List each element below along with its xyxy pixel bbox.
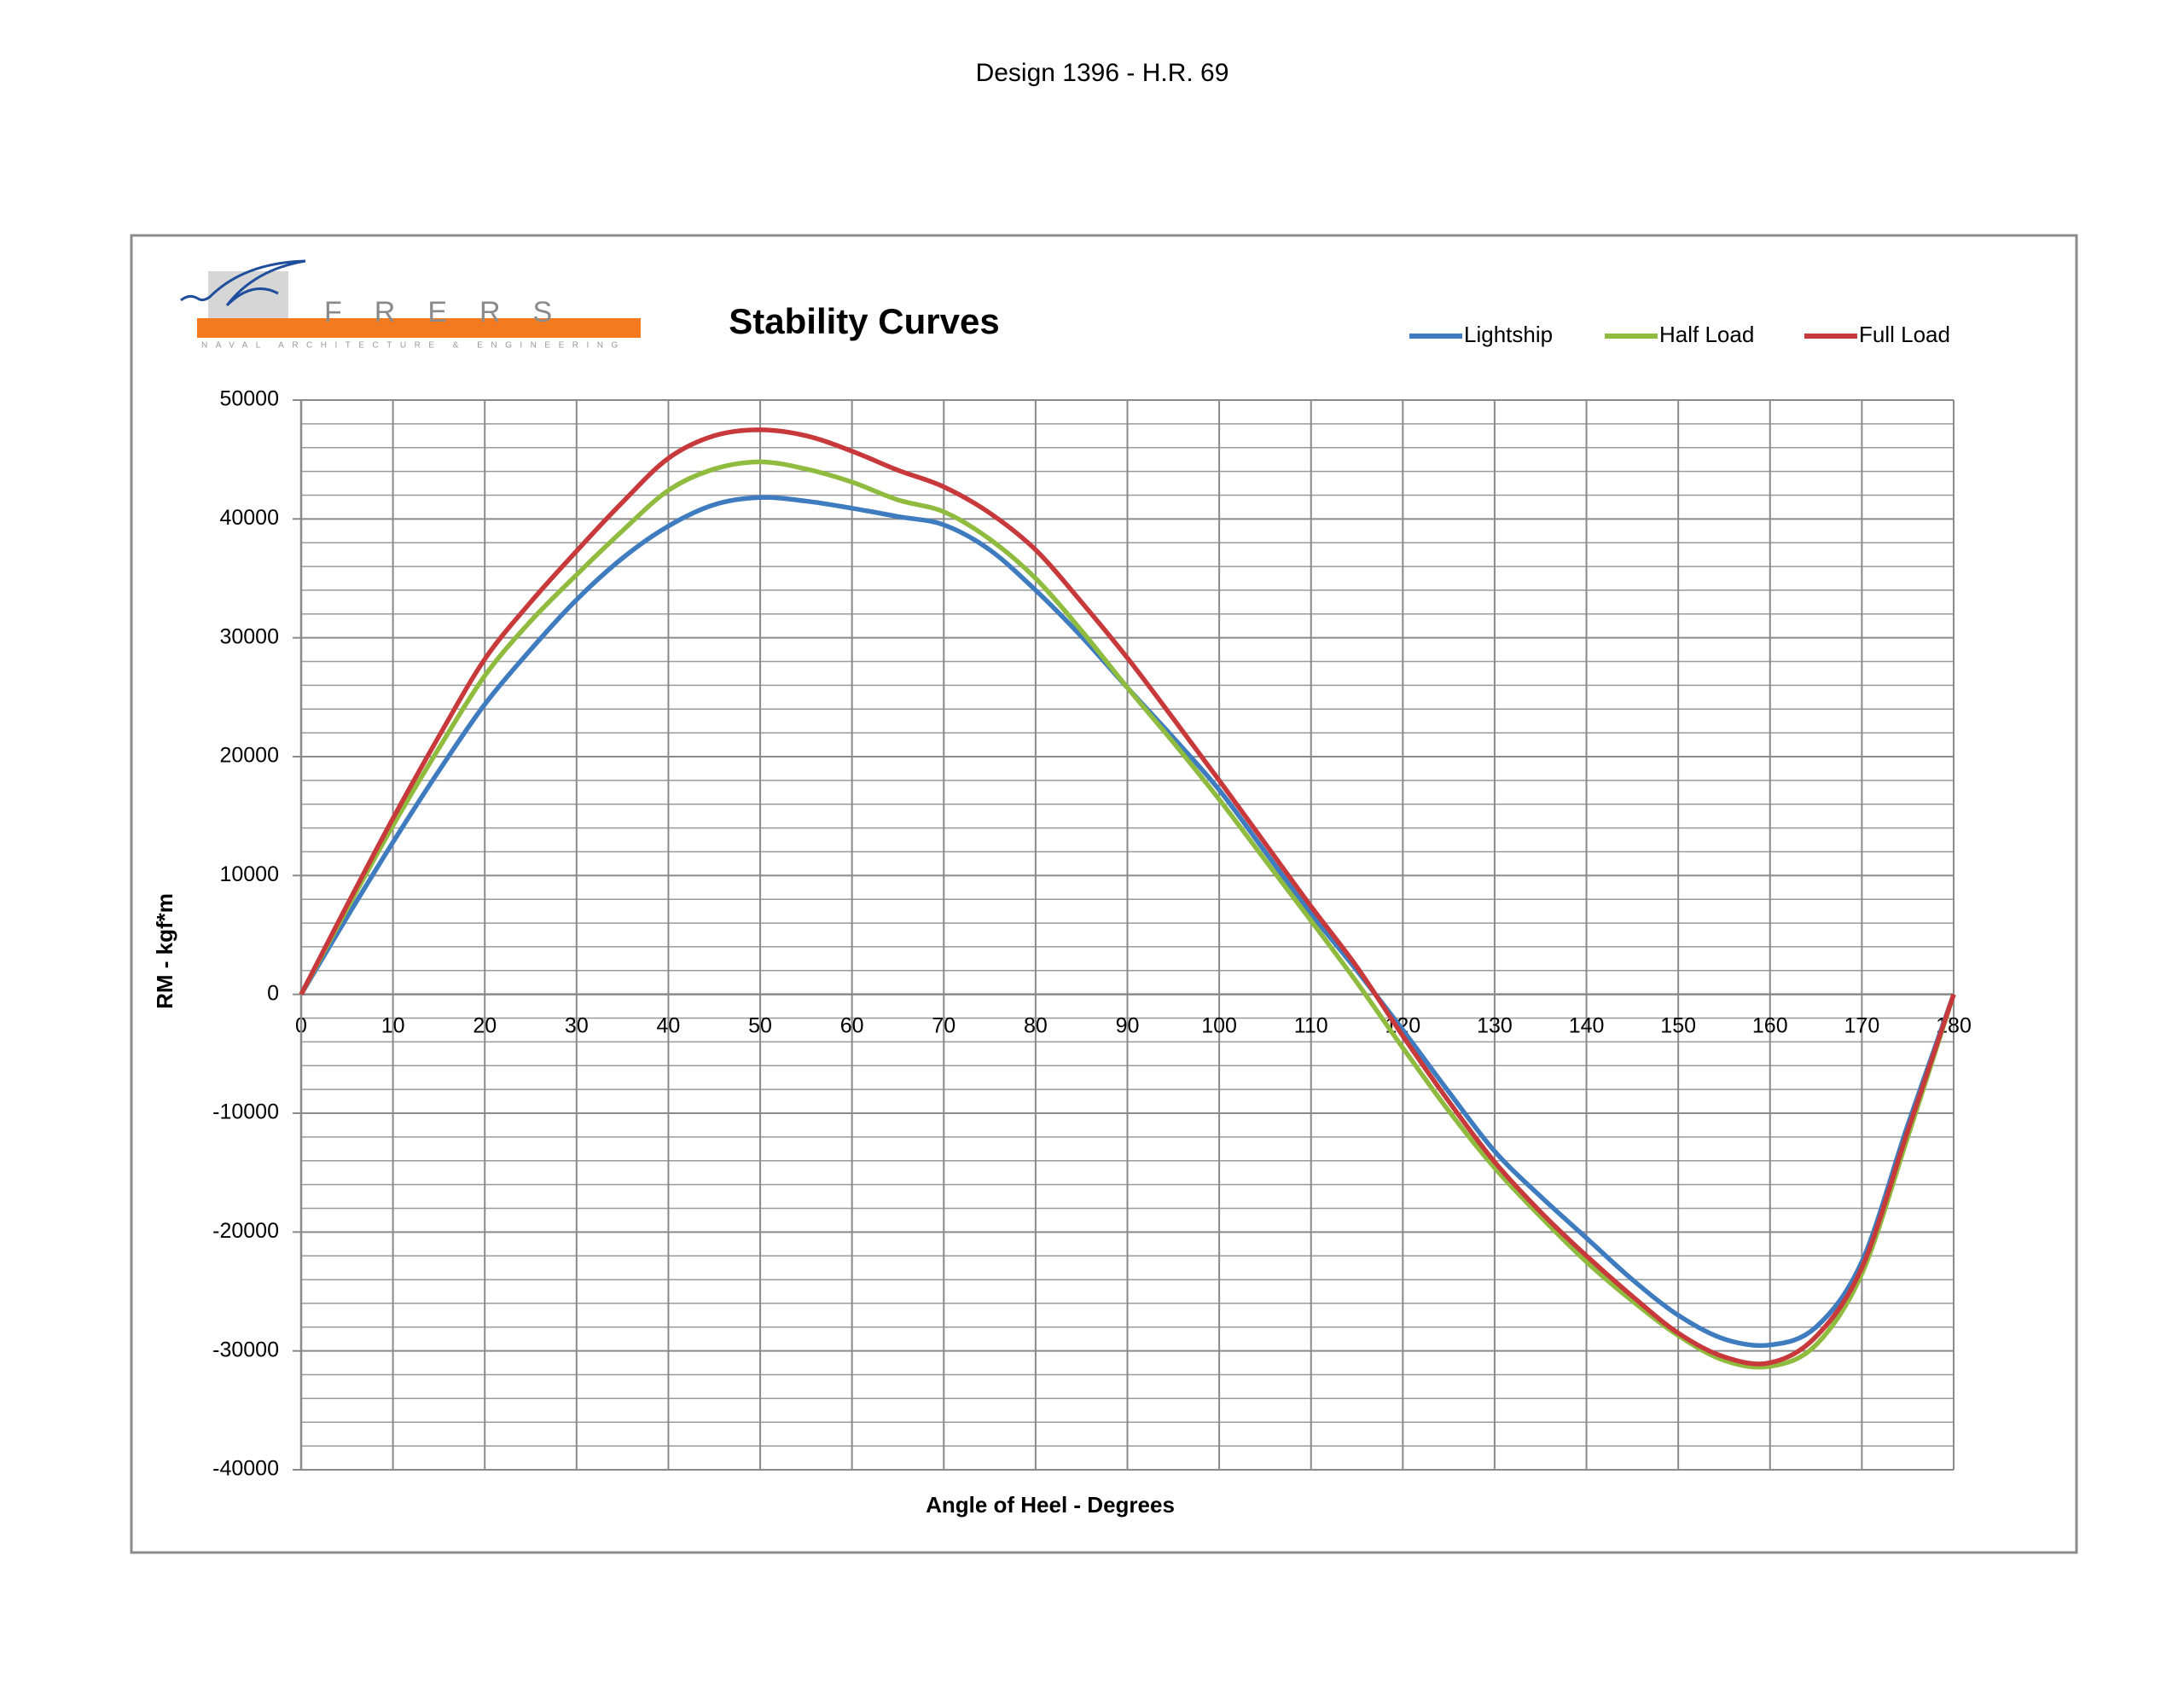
y-tick-label: 0	[267, 981, 279, 1005]
legend-label: Half Load	[1659, 322, 1754, 347]
y-tick-label: -10000	[212, 1100, 279, 1124]
logo-tagline: NAVAL ARCHITECTURE & ENGINEERING	[201, 341, 626, 351]
x-axis-label: Angle of Heel - Degrees	[926, 1492, 1175, 1518]
y-tick-label: -40000	[212, 1457, 279, 1481]
series-line	[299, 459, 1956, 1370]
x-tick-label: 40	[657, 1013, 681, 1037]
logo-bar	[197, 318, 641, 338]
chart-frame	[130, 234, 2078, 1554]
logo-swoosh	[180, 259, 306, 307]
x-tick-label: 50	[748, 1013, 772, 1037]
y-axis-label: RM - kgf*m	[152, 893, 177, 1009]
x-tick-label: 140	[1569, 1013, 1605, 1037]
x-tick-label: 100	[1201, 1013, 1237, 1037]
series-line	[299, 427, 1956, 1367]
legend-label: Full Load	[1859, 322, 1950, 347]
x-tick-label: 130	[1477, 1013, 1513, 1037]
page-title: Design 1396 - H.R. 69	[976, 59, 1229, 87]
legend-label: Lightship	[1464, 322, 1553, 347]
y-tick-label: 30000	[219, 624, 279, 648]
x-tick-label: 160	[1752, 1013, 1788, 1037]
x-tick-label: 80	[1024, 1013, 1048, 1037]
y-tick-label: -20000	[212, 1219, 279, 1243]
x-tick-label: 60	[840, 1013, 864, 1037]
x-tick-label: 30	[565, 1013, 589, 1037]
logo-name: FRERS	[324, 296, 584, 328]
x-tick-label: 10	[381, 1013, 405, 1037]
y-tick-label: 40000	[219, 506, 279, 530]
y-tick-label: 10000	[219, 862, 279, 886]
chart-title: Stability Curves	[729, 301, 999, 341]
y-tick-label: -30000	[212, 1338, 279, 1361]
x-tick-label: 170	[1844, 1013, 1880, 1037]
y-tick-label: 50000	[219, 387, 279, 411]
x-tick-label: 20	[473, 1013, 497, 1037]
x-tick-label: 90	[1116, 1013, 1140, 1037]
x-tick-label: 110	[1294, 1013, 1328, 1037]
x-tick-label: 150	[1660, 1013, 1696, 1037]
x-tick-label: 70	[932, 1013, 956, 1037]
y-tick-label: 20000	[219, 744, 279, 768]
logo: FRERS NAVAL ARCHITECTURE & ENGINEERING	[180, 259, 641, 351]
